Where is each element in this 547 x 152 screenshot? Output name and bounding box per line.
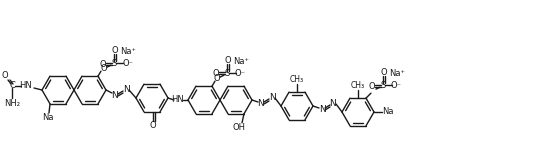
Text: Na⁺: Na⁺ [120,47,136,56]
Text: NH₂: NH₂ [4,98,20,107]
Text: S: S [380,81,386,90]
Text: CH₃: CH₃ [290,75,304,84]
Text: S: S [224,69,230,78]
Text: HN: HN [172,95,184,105]
Text: N: N [330,100,336,109]
Text: OH: OH [232,123,246,132]
Text: O: O [112,46,118,55]
Text: O⁻: O⁻ [235,69,246,78]
Text: Na: Na [382,107,394,116]
Text: N: N [112,90,118,100]
Text: C: C [9,81,15,90]
Text: N: N [258,98,264,107]
Text: CH₃: CH₃ [351,81,365,90]
Text: O: O [101,64,107,73]
Text: O: O [2,71,8,81]
Text: O: O [369,82,375,91]
Text: O: O [381,68,387,77]
Text: O: O [150,121,156,130]
Text: O: O [100,60,106,69]
Text: S: S [112,59,117,68]
Text: O⁻: O⁻ [123,59,133,68]
Text: N: N [318,105,325,114]
Text: O: O [213,69,219,78]
Text: O: O [214,74,220,83]
Text: O: O [225,56,231,65]
Text: N: N [269,93,275,102]
Text: HN: HN [20,81,32,90]
Text: Na⁺: Na⁺ [233,57,249,66]
Text: Na⁺: Na⁺ [389,69,405,78]
Text: Na: Na [42,113,54,122]
Text: O⁻: O⁻ [391,81,401,90]
Text: N: N [123,85,130,95]
